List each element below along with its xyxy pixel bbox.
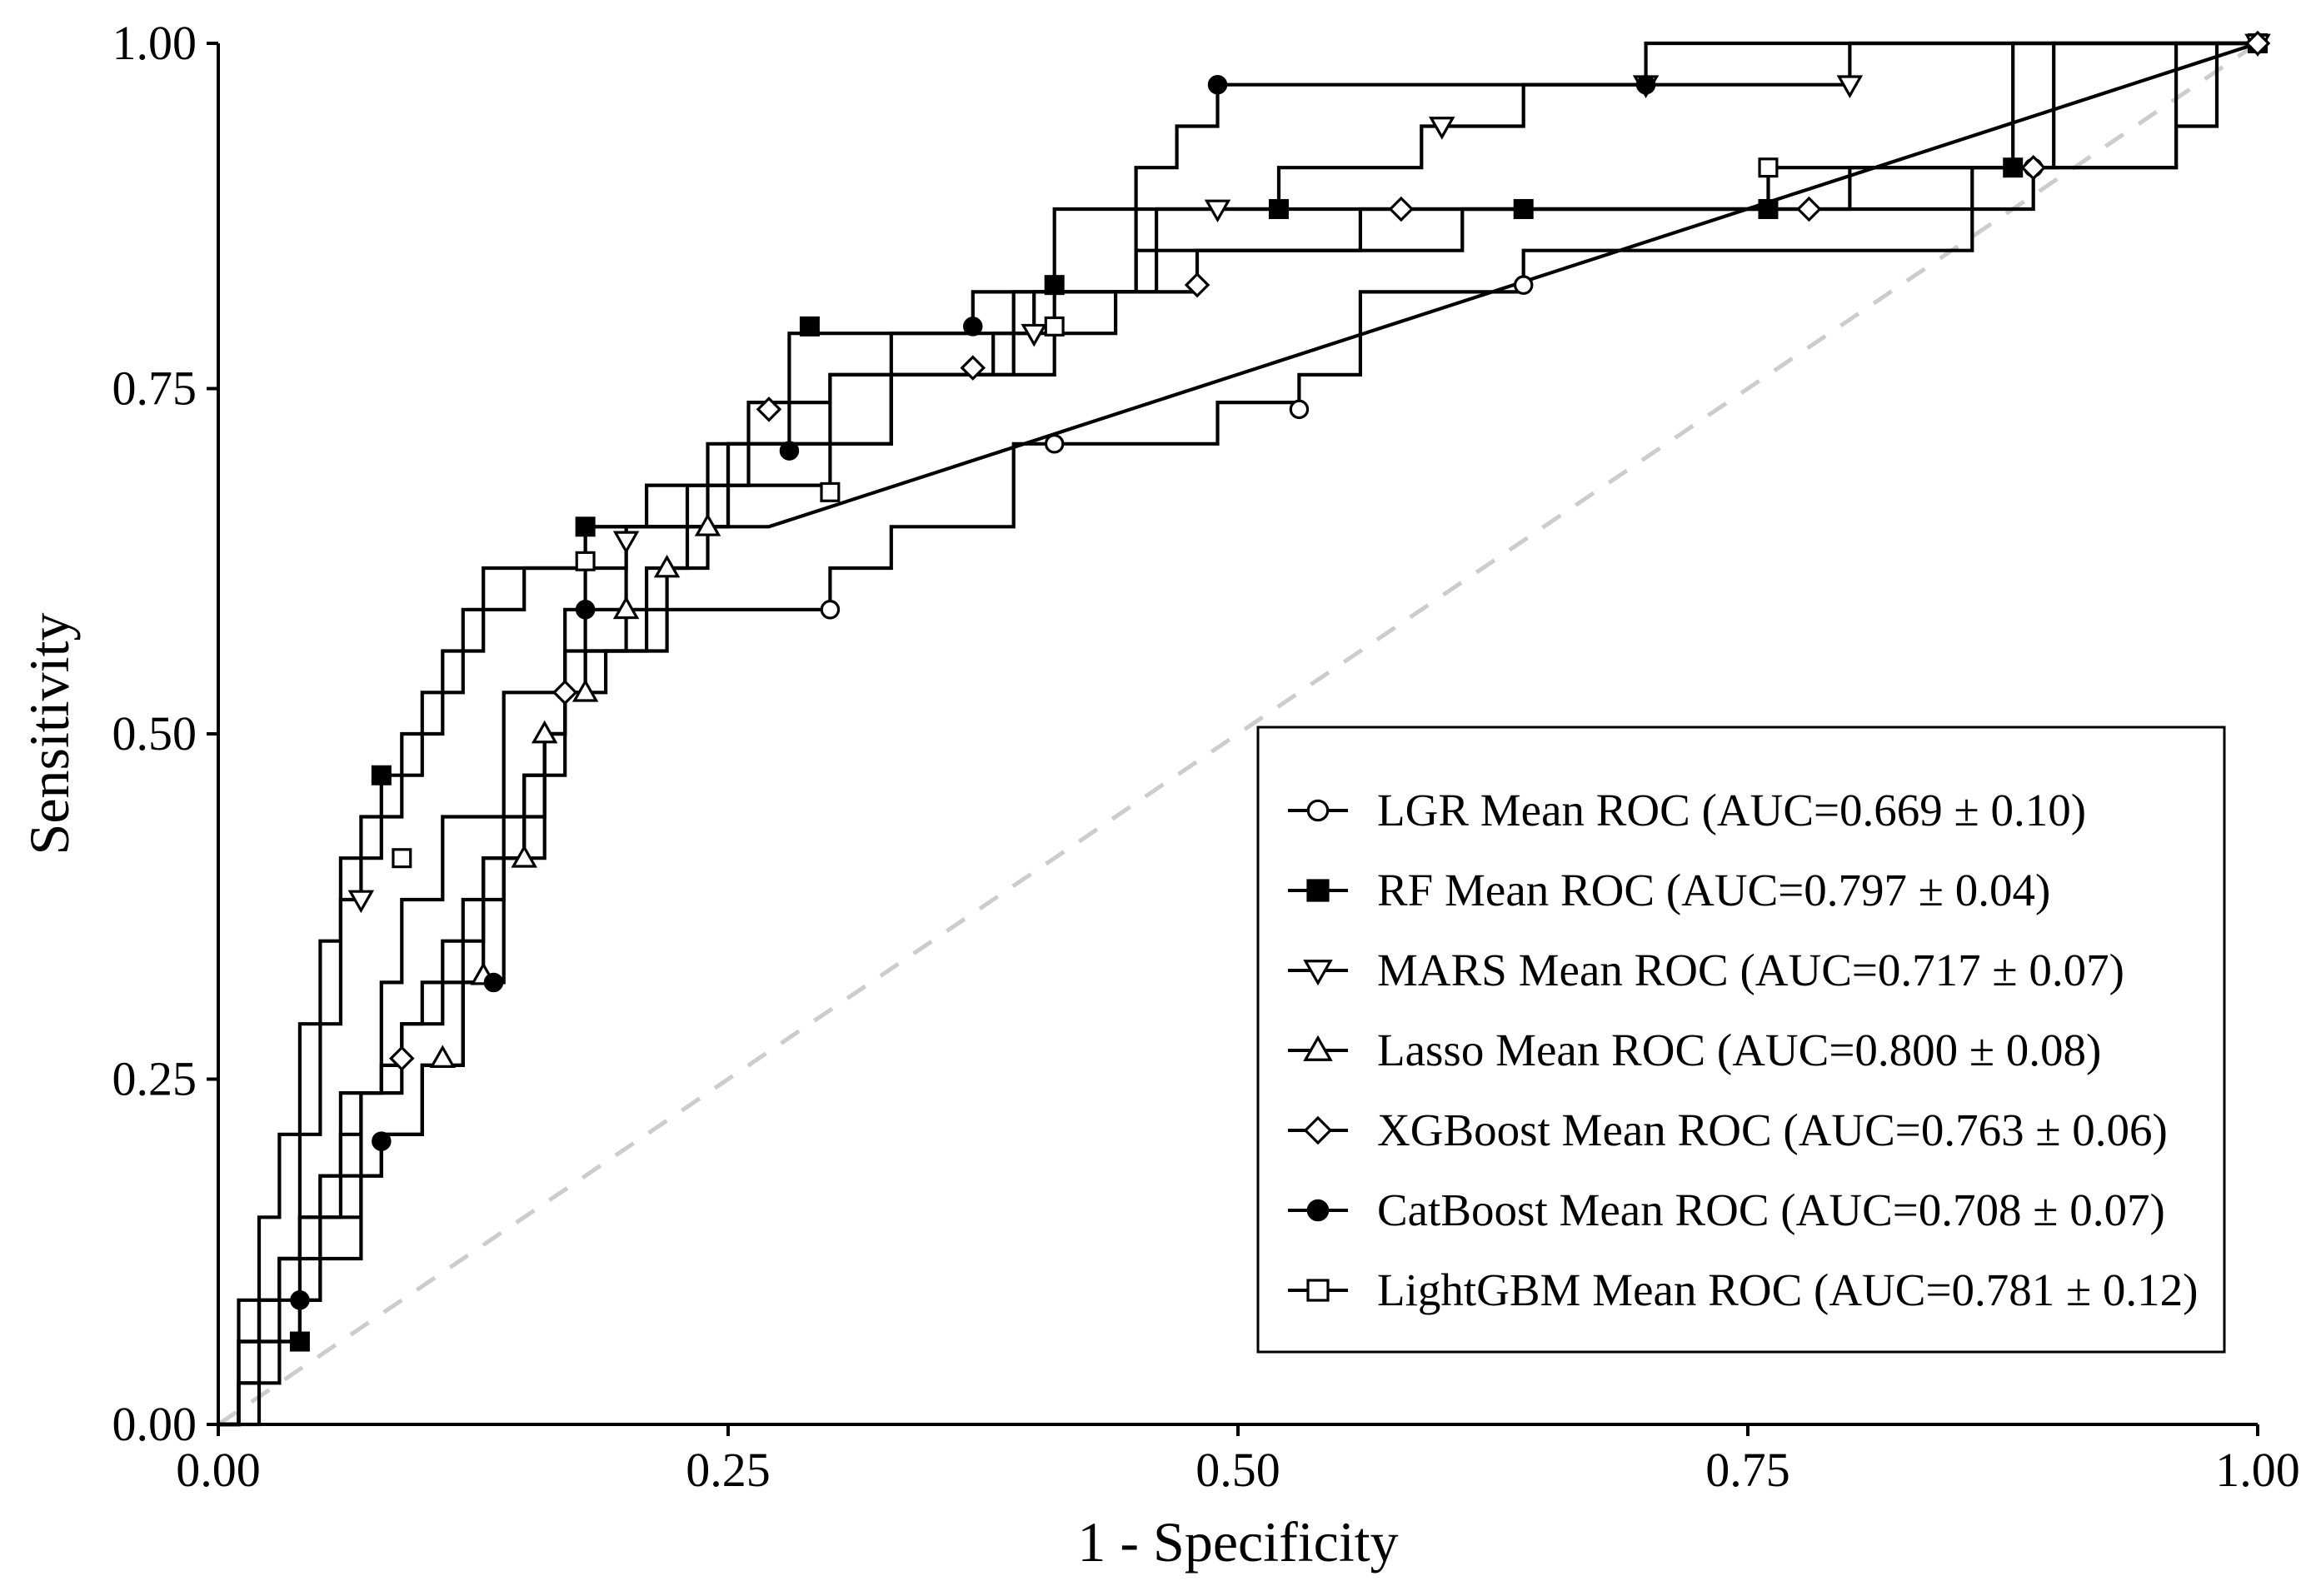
legend-label: LGR Mean ROC (AUC=0.669 ± 0.10) (1377, 785, 2086, 835)
xgboost-mean-roc-point (756, 397, 782, 422)
rf-mean-roc-point (799, 316, 820, 337)
rf-mean-roc-point (371, 765, 392, 786)
legend-label: LightGBM Mean ROC (AUC=0.781 ± 0.12) (1377, 1264, 2199, 1315)
legend-box (1256, 726, 2226, 1354)
legend-item-mars-mean-roc: MARS Mean ROC (AUC=0.717 ± 0.07) (1288, 945, 2124, 995)
rf-mean-roc-point (575, 516, 596, 537)
xgboost-mean-roc-point (2244, 30, 2271, 57)
legend-marker-rf-mean-roc (1306, 879, 1330, 902)
legend-marker-lasso-mean-roc (1303, 1035, 1333, 1061)
lightgbm-mean-roc-point (575, 551, 596, 571)
rf-mean-roc-point (2003, 157, 2024, 178)
mars-mean-roc-point (1021, 323, 1047, 347)
lgr-mean-roc-point (1289, 399, 1310, 420)
y-axis-title: Sensitivity (17, 613, 81, 855)
lasso-mean-roc-point (429, 1045, 457, 1068)
lightgbm-mean-roc-line (218, 41, 2258, 1427)
mars-mean-roc-point (1429, 117, 1455, 140)
mars-mean-roc-point (1204, 199, 1231, 223)
legend-item-catboost-mean-roc: CatBoost Mean ROC (AUC=0.708 ± 0.07) (1288, 1185, 2165, 1235)
catboost-mean-roc-point (575, 600, 596, 620)
rf-mean-roc-point (1758, 198, 1779, 219)
chance-diagonal-line (217, 41, 2259, 1427)
lightgbm-mean-roc-point (392, 848, 412, 869)
legend-marker-catboost-mean-roc (1306, 1199, 1330, 1222)
catboost-mean-roc-point (483, 972, 504, 993)
legend-marker-xgboost-mean-roc (1303, 1115, 1333, 1145)
legend-item-xgboost-mean-roc: XGBoost Mean ROC (AUC=0.763 ± 0.06) (1288, 1105, 2168, 1155)
legend-label: RF Mean ROC (AUC=0.797 ± 0.04) (1377, 865, 2050, 915)
legend-item-rf-mean-roc: RF Mean ROC (AUC=0.797 ± 0.04) (1288, 865, 2050, 915)
xgboost-mean-roc-point (1796, 196, 1822, 222)
lasso-mean-roc-point (653, 554, 681, 578)
x-tick-label: 1.00 (2215, 1443, 2300, 1497)
y-tick-label: 1.00 (112, 16, 197, 70)
x-tick-label: 0.50 (1195, 1443, 1280, 1497)
y-tick-label: 0.25 (112, 1052, 197, 1106)
legend-marker-lgr-mean-roc (1306, 799, 1330, 822)
x-tick-label: 0.75 (1705, 1443, 1790, 1497)
mars-mean-roc-point (612, 531, 640, 555)
legend-label: XGBoost Mean ROC (AUC=0.763 ± 0.06) (1377, 1105, 2168, 1155)
lightgbm-mean-roc-point (1044, 316, 1065, 337)
lgr-mean-roc-point (1513, 275, 1534, 295)
lightgbm-mean-roc-point (820, 481, 841, 502)
y-tick-label: 0.50 (112, 706, 197, 761)
xgboost-mean-roc-point (1388, 196, 1415, 222)
legend-label: MARS Mean ROC (AUC=0.717 ± 0.07) (1377, 945, 2124, 995)
catboost-mean-roc-point (1207, 74, 1228, 95)
legend-item-lightgbm-mean-roc: LightGBM Mean ROC (AUC=0.781 ± 0.12) (1288, 1264, 2199, 1315)
catboost-mean-roc-point (1044, 275, 1065, 295)
lasso-mean-roc-point (694, 513, 721, 536)
lasso-mean-roc-point (612, 596, 640, 620)
x-tick-label: 0.00 (176, 1443, 261, 1497)
legend-label: CatBoost Mean ROC (AUC=0.708 ± 0.07) (1377, 1185, 2165, 1235)
x-tick-label: 0.25 (686, 1443, 771, 1497)
rf-mean-roc-point (289, 1331, 310, 1352)
x-axis-title: 1 - Specificity (1077, 1510, 1398, 1574)
lgr-mean-roc-point (820, 600, 841, 620)
legend-item-lgr-mean-roc: LGR Mean ROC (AUC=0.669 ± 0.10) (1288, 785, 2086, 835)
catboost-mean-roc-point (963, 317, 983, 337)
xgboost-mean-roc-point (389, 1045, 415, 1071)
y-tick-label: 0.00 (112, 1397, 197, 1451)
xgboost-mean-roc-point (1184, 272, 1210, 298)
legend-item-lasso-mean-roc: Lasso Mean ROC (AUC=0.800 ± 0.08) (1288, 1025, 2101, 1075)
rf-mean-roc-point (1268, 198, 1289, 219)
lgr-mean-roc-point (1044, 434, 1065, 454)
xgboost-mean-roc-point (552, 679, 578, 706)
legend-marker-lightgbm-mean-roc (1306, 1279, 1330, 1302)
legend-label: Lasso Mean ROC (AUC=0.800 ± 0.08) (1377, 1025, 2101, 1075)
y-tick-label: 0.75 (112, 362, 197, 416)
xgboost-mean-roc-point (2020, 154, 2046, 181)
catboost-mean-roc-point (779, 441, 800, 461)
xgboost-mean-roc-point (960, 355, 986, 381)
lasso-mean-roc-point (572, 679, 599, 702)
lightgbm-mean-roc-point (1758, 157, 1779, 178)
rf-mean-roc-point (1513, 198, 1534, 219)
catboost-mean-roc-point (290, 1290, 310, 1310)
mars-mean-roc-point (1836, 75, 1864, 98)
catboost-mean-roc-point (1635, 74, 1656, 95)
lasso-mean-roc-point (511, 844, 537, 868)
catboost-mean-roc-point (372, 1131, 392, 1151)
legend-marker-mars-mean-roc (1303, 960, 1333, 986)
lasso-mean-roc-point (531, 720, 558, 744)
mars-mean-roc-point (347, 890, 375, 914)
